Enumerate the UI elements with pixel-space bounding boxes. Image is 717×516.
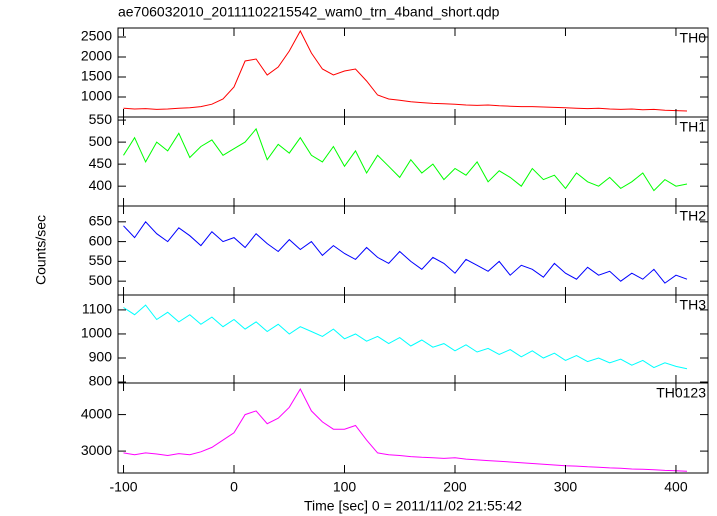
y-tick-label: 500 [89,133,113,149]
y-tick-label: 2500 [81,28,112,44]
y-tick-label: 550 [89,252,113,268]
panel-label: TH0 [680,30,707,46]
panel-frame [117,27,709,118]
y-tick-label: 1000 [81,88,112,104]
y-axis-label: Counts/sec [33,215,49,285]
panel-frame [117,382,709,474]
y-tick-label: 3000 [81,442,112,458]
data-line [123,304,688,370]
y-tick-label: 2000 [81,48,112,64]
x-tick-label: 300 [554,479,578,495]
x-tick-label: -100 [110,479,138,495]
data-line [123,29,688,112]
y-tick-label: 450 [89,155,113,171]
panel-frame [117,205,709,296]
y-tick-label: 600 [89,232,113,248]
panel-label: TH0123 [656,385,706,401]
data-line [123,221,688,284]
panel-frame [117,294,709,384]
data-line [123,127,688,192]
data-line [123,387,688,472]
chart-title: ae706032010_20111102215542_wam0_trn_4ban… [118,4,500,20]
y-tick-label: 800 [89,373,113,389]
x-tick-label: 400 [664,479,688,495]
x-tick-label: 0 [230,479,238,495]
panel-label: TH2 [680,208,707,224]
y-tick-label: 1100 [82,301,112,317]
y-tick-label: 550 [89,111,113,127]
y-tick-label: 900 [89,349,113,365]
x-tick-label: 200 [443,479,467,495]
y-tick-label: 1000 [81,325,112,341]
y-tick-label: 650 [89,213,113,229]
y-tick-label: 1500 [81,68,112,84]
panel-frame [117,116,709,207]
panel-label: TH3 [680,297,707,313]
x-tick-label: 100 [333,479,357,495]
x-axis-label: Time [sec] 0 = 2011/11/02 21:55:42 [304,498,522,514]
y-tick-label: 400 [89,177,113,193]
y-tick-label: 500 [89,272,113,288]
y-tick-label: 4000 [81,405,112,421]
panel-label: TH1 [680,119,707,135]
